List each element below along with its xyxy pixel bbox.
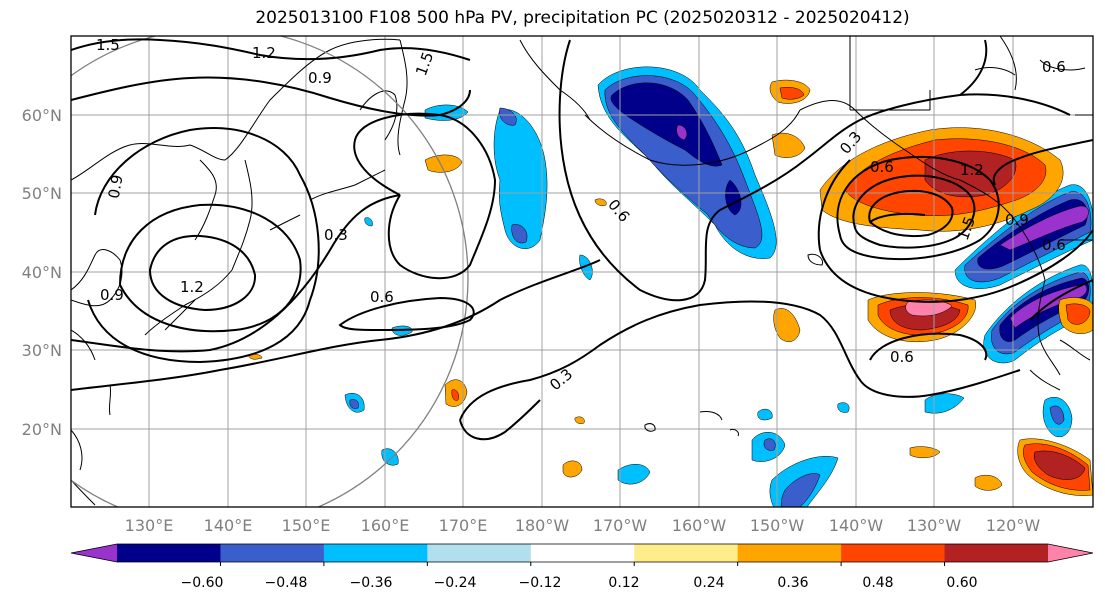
contour-label: 0.6 — [890, 348, 914, 366]
colorbar-segment — [117, 544, 221, 562]
colorbar-segment — [220, 544, 325, 562]
contour-label: 0.9 — [308, 69, 332, 87]
lon-label: 130°W — [907, 516, 962, 535]
contour-label: 0.6 — [1042, 236, 1066, 254]
colorbar-segment — [737, 544, 842, 562]
colorbar-segment — [944, 544, 1049, 562]
contour-label: 0.6 — [870, 158, 894, 176]
lon-label: 160°E — [361, 516, 410, 535]
contour-label: 1.2 — [252, 44, 276, 62]
contour-label: 0.3 — [324, 226, 348, 244]
lon-label: 150°E — [282, 516, 331, 535]
colorbar-tick-label: −0.36 — [350, 575, 393, 591]
contour-label: 0.9 — [1005, 211, 1029, 229]
contour-label: 0.9 — [105, 173, 127, 200]
contour-label: 0.6 — [1042, 58, 1066, 76]
contour-label: 1.2 — [180, 278, 204, 296]
colorbar-tick-label: 0.60 — [946, 575, 977, 591]
contour-label: 0.9 — [100, 286, 124, 304]
lat-label: 30°N — [22, 341, 62, 360]
colorbar-extend-low — [71, 544, 117, 562]
longitude-labels: 130°E 140°E 150°E 160°E 170°E 180°W 170°… — [125, 516, 1041, 535]
colorbar-tick-label: −0.48 — [265, 575, 308, 591]
contour-label: 0.6 — [370, 288, 394, 306]
colorbar-segment — [841, 544, 946, 562]
colorbar-segment — [323, 544, 428, 562]
colorbar-segment — [427, 544, 532, 562]
colorbar-extend-high — [1048, 544, 1093, 562]
lon-label: 120°W — [986, 516, 1041, 535]
colorbar-tick-label: −0.60 — [181, 575, 224, 591]
lon-label: 130°E — [125, 516, 174, 535]
region-circle — [71, 36, 469, 507]
colorbar-tick-label: −0.12 — [519, 575, 562, 591]
map-title: 2025013100 F108 500 hPa PV, precipitatio… — [255, 8, 910, 28]
colorbar-tick-label: −0.24 — [434, 575, 477, 591]
lon-label: 160°W — [672, 516, 727, 535]
lat-label: 60°N — [22, 106, 62, 125]
colorbar-tick-label: 0.48 — [862, 575, 893, 591]
lon-label: 140°W — [829, 516, 884, 535]
latitude-labels: 60°N 50°N 40°N 30°N 20°N — [22, 106, 62, 439]
map-area: 1.5 1.2 0.9 1.5 0.6 0.9 0.3 1.2 0.9 0.6 … — [71, 36, 1093, 507]
lon-label: 180°W — [515, 516, 570, 535]
pv-contours — [71, 38, 1093, 441]
colorbar-tick-label: 0.36 — [777, 575, 808, 591]
colorbar-segment — [530, 544, 635, 562]
colorbar-tick-label: 0.24 — [693, 575, 724, 591]
lat-label: 40°N — [22, 263, 62, 282]
colorbar: −0.60 −0.48 −0.36 −0.24 −0.12 0.12 0.24 … — [70, 543, 1094, 591]
lat-label: 20°N — [22, 420, 62, 439]
lat-label: 50°N — [22, 184, 62, 203]
lon-label: 170°W — [593, 516, 648, 535]
colorbar-segment — [634, 544, 739, 562]
contour-label: 1.5 — [96, 36, 120, 54]
colorbar-outline — [70, 543, 1094, 563]
colorbar-tick-label: 0.12 — [608, 575, 639, 591]
colorbar-tick-labels: −0.60 −0.48 −0.36 −0.24 −0.12 0.12 0.24 … — [181, 575, 978, 591]
lon-label: 150°W — [750, 516, 805, 535]
contour-label: 1.2 — [960, 161, 984, 179]
gridlines — [71, 36, 1093, 507]
lon-label: 140°E — [204, 516, 253, 535]
lon-label: 170°E — [439, 516, 488, 535]
map-frame — [70, 35, 1094, 508]
